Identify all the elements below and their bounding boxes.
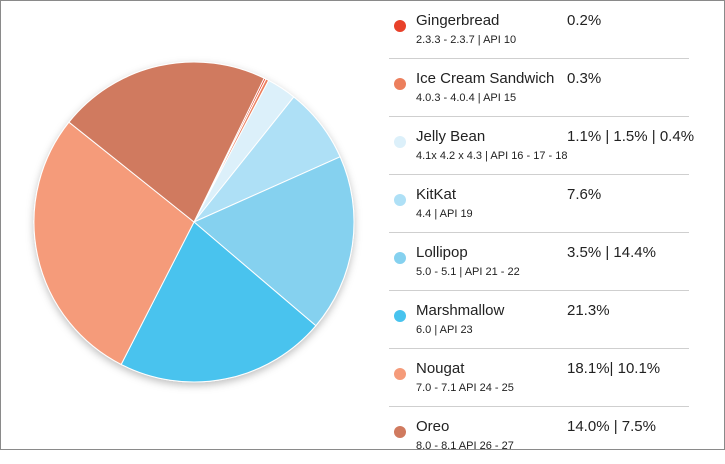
- legend-version: 4.1x 4.2 x 4.3 | API 16 - 17 - 18: [416, 150, 568, 162]
- legend-name: Gingerbread: [416, 12, 500, 29]
- legend-name: Nougat: [416, 360, 465, 377]
- legend-value: 0.3%: [567, 70, 602, 87]
- legend-dot: [394, 252, 406, 264]
- legend-dot: [394, 78, 406, 90]
- legend-value: 18.1%| 10.1%: [567, 360, 661, 377]
- pie-chart: [1, 1, 381, 451]
- pie-svg: [33, 61, 355, 383]
- legend-item-nougat: Nougat 7.0 - 7.1 API 24 - 25 18.1%| 10.1…: [389, 349, 689, 407]
- legend-item-kitkat: KitKat 4.4 | API 19 7.6%: [389, 175, 689, 233]
- legend-dot: [394, 20, 406, 32]
- pie-slice-nougat: [33, 121, 195, 366]
- legend-item-lollipop: Lollipop 5.0 - 5.1 | API 21 - 22 3.5% | …: [389, 233, 689, 291]
- legend-value: 14.0% | 7.5%: [567, 418, 656, 435]
- legend: Gingerbread 2.3.3 - 2.3.7 | API 10 0.2% …: [389, 1, 694, 464]
- legend-dot: [394, 368, 406, 380]
- legend-version: 2.3.3 - 2.3.7 | API 10: [416, 34, 517, 46]
- legend-name: Jelly Bean: [416, 128, 486, 145]
- legend-name: Oreo: [416, 418, 450, 435]
- legend-value: 7.6%: [567, 186, 602, 203]
- legend-version: 8.0 - 8.1 API 26 - 27: [416, 440, 514, 452]
- legend-item-marshmallow: Marshmallow 6.0 | API 23 21.3%: [389, 291, 689, 349]
- legend-value: 21.3%: [567, 302, 610, 319]
- legend-name: Marshmallow: [416, 302, 505, 319]
- legend-item-jelly-bean: Jelly Bean 4.1x 4.2 x 4.3 | API 16 - 17 …: [389, 117, 694, 175]
- legend-item-gingerbread: Gingerbread 2.3.3 - 2.3.7 | API 10 0.2%: [389, 1, 689, 59]
- legend-version: 4.4 | API 19: [416, 208, 473, 220]
- legend-version: 4.0.3 - 4.0.4 | API 15: [416, 92, 517, 104]
- legend-name: Lollipop: [416, 244, 468, 261]
- legend-value: 3.5% | 14.4%: [567, 244, 656, 261]
- legend-item-ice-cream-sandwich: Ice Cream Sandwich 4.0.3 - 4.0.4 | API 1…: [389, 59, 689, 117]
- legend-dot: [394, 426, 406, 438]
- legend-dot: [394, 310, 406, 322]
- legend-value: 0.2%: [567, 12, 602, 29]
- legend-item-oreo: Oreo 8.0 - 8.1 API 26 - 27 14.0% | 7.5%: [389, 407, 689, 464]
- legend-value: 1.1% | 1.5% | 0.4%: [567, 128, 695, 145]
- legend-version: 5.0 - 5.1 | API 21 - 22: [416, 266, 520, 278]
- chart-frame: Gingerbread 2.3.3 - 2.3.7 | API 10 0.2% …: [0, 0, 725, 452]
- legend-dot: [394, 136, 406, 148]
- legend-dot: [394, 194, 406, 206]
- pie-slice-oreo: [68, 61, 265, 223]
- pie-slice-marshmallow: [120, 221, 317, 383]
- legend-name: Ice Cream Sandwich: [416, 70, 555, 87]
- legend-name: KitKat: [416, 186, 457, 203]
- legend-version: 6.0 | API 23: [416, 324, 473, 336]
- pie-slice-lollipop: [193, 156, 355, 327]
- legend-version: 7.0 - 7.1 API 24 - 25: [416, 382, 514, 394]
